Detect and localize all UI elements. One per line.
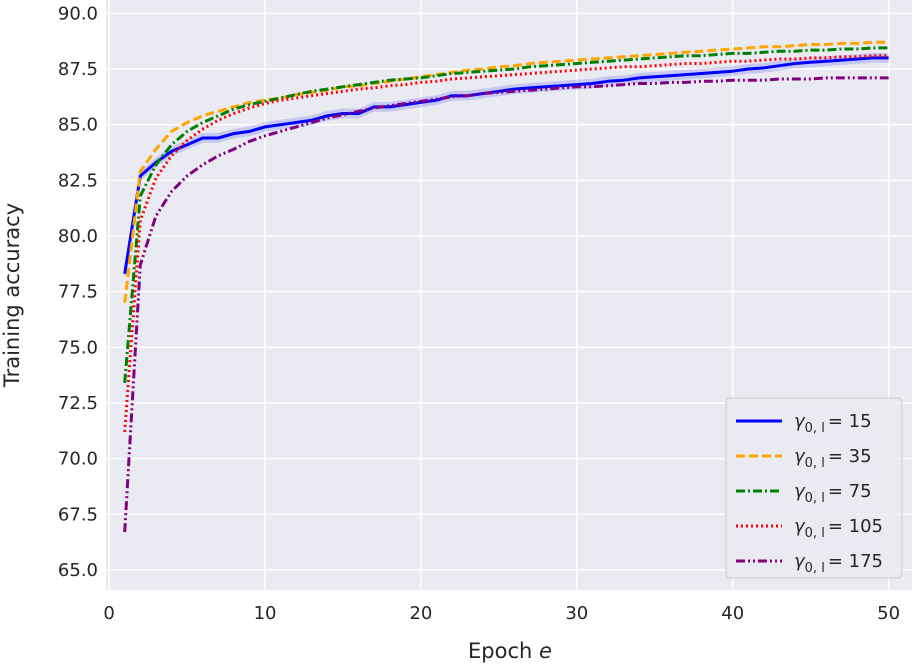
- x-tick-label: 10: [254, 603, 277, 624]
- y-tick-labels: 65.0 67.5 70.0 72.5 75.0 77.5 80.0 82.5 85.0 87.5…: [58, 3, 98, 581]
- x-tick-label: 0: [103, 603, 114, 624]
- x-tick-label: 20: [409, 603, 432, 624]
- y-tick-label: 85.0: [58, 115, 98, 136]
- y-axis-title: Training accuracy: [0, 203, 24, 388]
- x-tick-label: 40: [721, 603, 744, 624]
- x-tick-label: 30: [565, 603, 588, 624]
- y-tick-label: 75.0: [58, 337, 98, 358]
- training-accuracy-chart: 65.0 67.5 70.0 72.5 75.0 77.5 80.0 82.5 85.0 87.5…: [0, 0, 913, 665]
- y-tick-label: 77.5: [58, 282, 98, 303]
- y-tick-label: 87.5: [58, 59, 98, 80]
- x-axis-title: Epoch e: [468, 639, 552, 663]
- y-tick-label: 65.0: [58, 560, 98, 581]
- x-tick-label: 50: [877, 603, 900, 624]
- x-tick-labels: 0 10 20 30 40 50: [103, 603, 900, 624]
- y-tick-label: 72.5: [58, 393, 98, 414]
- y-tick-label: 90.0: [58, 3, 98, 24]
- y-tick-label: 70.0: [58, 449, 98, 470]
- y-tick-label: 80.0: [58, 226, 98, 247]
- y-tick-label: 67.5: [58, 504, 98, 525]
- y-tick-label: 82.5: [58, 170, 98, 191]
